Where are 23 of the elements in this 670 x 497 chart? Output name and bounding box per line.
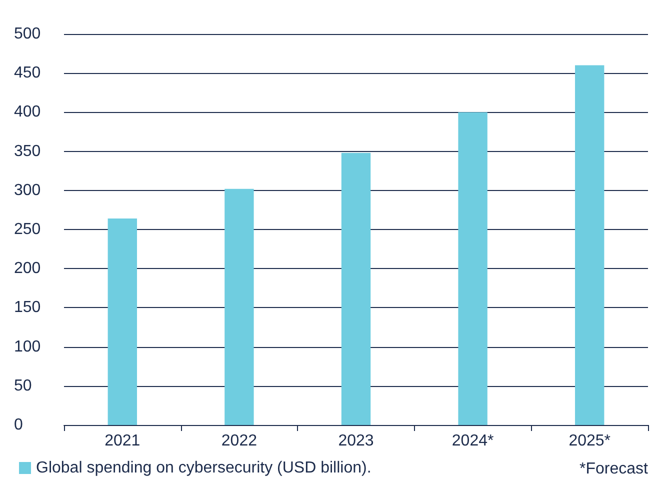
- y-tick-label: 400: [14, 104, 41, 121]
- y-tick-label: 450: [14, 64, 41, 82]
- y-tick-label: 500: [14, 26, 41, 42]
- y-tick-label: 350: [14, 142, 41, 160]
- bar: [575, 65, 604, 425]
- y-tick-label: 50: [14, 377, 32, 394]
- y-tick-label: 150: [14, 299, 41, 316]
- y-tick-label: 300: [14, 182, 41, 199]
- x-tick-label: 2025*: [568, 432, 611, 450]
- y-tick-label: 200: [14, 260, 41, 278]
- x-tick-label: 2023: [338, 432, 374, 450]
- x-tick-label: 2024*: [452, 432, 494, 450]
- bar: [224, 188, 254, 425]
- y-tick-label: 0: [14, 416, 23, 434]
- x-tick-label: 2022: [221, 432, 258, 450]
- legend-label: Global spending on cybersecurity (USD billion).: [36, 460, 372, 476]
- text: *Forecast: [580, 460, 649, 478]
- bar: [108, 218, 137, 425]
- x-tick-label: 2021: [104, 432, 140, 450]
- bar: [458, 112, 488, 425]
- bar: [341, 152, 371, 425]
- y-tick-label: 100: [14, 338, 41, 356]
- y-tick-label: 250: [14, 221, 41, 238]
